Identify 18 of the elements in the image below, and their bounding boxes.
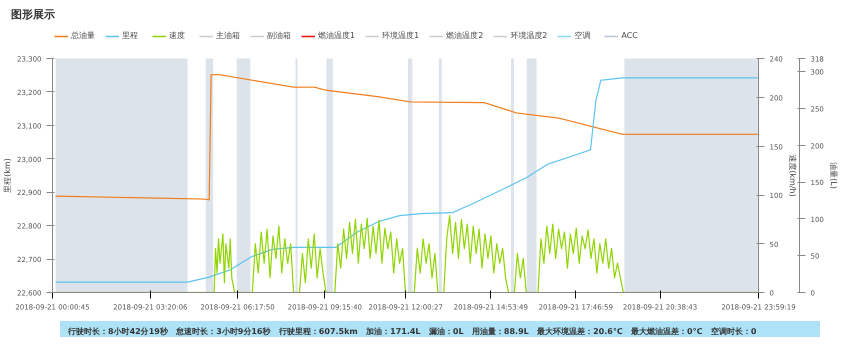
chart-title: 图形展示 xyxy=(11,7,55,23)
legend-label: 里程 xyxy=(122,30,139,41)
legend-label: 环境温度1 xyxy=(382,30,420,41)
y-axis-title: 里程(km) xyxy=(3,158,12,193)
legend-label: 燃油温度2 xyxy=(446,30,484,41)
legend-label: 总油量 xyxy=(71,30,95,41)
legend-label: 环境温度2 xyxy=(510,30,548,41)
legend-label: ACC xyxy=(621,31,639,40)
legend-label: 副油箱 xyxy=(267,30,291,41)
text: 行驶时长：8小时42分19秒 怠速时长：3小时9分16秒 行驶里程：607.5km 加油：171.4L 漏油：0L 用油量：88.9L 最大环境温差：20.6°C 最大燃油温差：0°C 空调时长：0 xyxy=(68,327,756,336)
legend-label: 空调 xyxy=(574,30,592,41)
legend-label: 燃油温度1 xyxy=(318,30,356,41)
line-series xyxy=(54,74,758,200)
legend-label: 主油箱 xyxy=(216,30,240,41)
line-series xyxy=(54,77,758,283)
y2-axis-title: 速度(km/h) xyxy=(788,154,797,197)
y3-axis-title: 油量(L) xyxy=(828,162,838,189)
legend-label: 速度 xyxy=(169,30,186,41)
